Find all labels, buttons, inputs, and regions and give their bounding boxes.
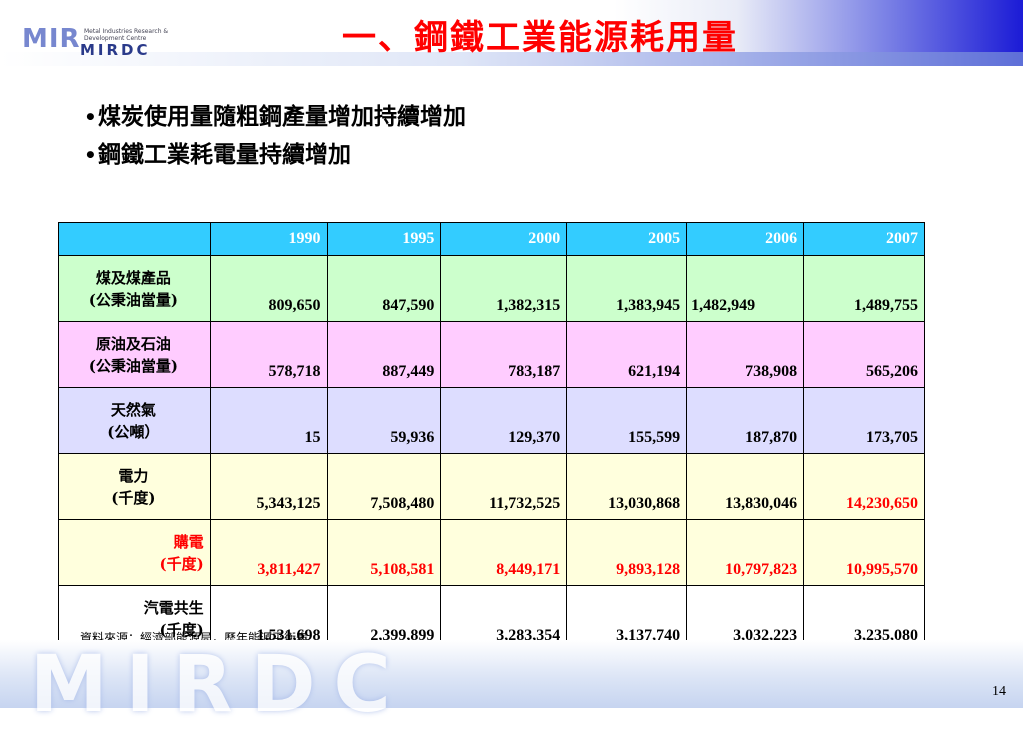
value-cell: 3,811,427: [209, 519, 328, 586]
value-cell: 59,936: [326, 387, 442, 454]
footer-watermark-band: [0, 640, 1023, 708]
row-label-name: 購電: [173, 532, 204, 551]
logo-main-text: MIR: [22, 24, 81, 54]
value-cell: 129,370: [440, 387, 568, 454]
bullet-item: •煤炭使用量隨粗鋼產量增加持續增加: [84, 100, 466, 138]
table-row: 電力 (千度) 5,343,125 7,508,480 11,732,525 13…: [58, 453, 925, 520]
row-label-name: 煤及煤產品: [95, 268, 171, 287]
row-label-unit: (公秉油當量): [88, 356, 178, 375]
row-label-name: 電力: [118, 466, 149, 485]
value-cell: 783,187: [440, 321, 568, 388]
value-cell: 14,230,650: [803, 453, 925, 520]
row-label-unit: (千度): [159, 620, 204, 639]
energy-usage-table: 1990 1995 2000 2005 2006 2007 煤及煤產品 (公秉油當…: [58, 222, 925, 652]
header-corner-cell: [58, 222, 211, 256]
table-row: 天然氣 (公噸） 15 59,936 129,370 155,599 187,87…: [58, 387, 925, 454]
value-cell: 5,108,581: [326, 519, 442, 586]
value-cell: 578,718: [209, 321, 328, 388]
value-cell: 847,590: [326, 255, 442, 322]
value-cell: 621,194: [566, 321, 688, 388]
value-cell: 187,870: [686, 387, 805, 454]
row-label-name: 天然氣: [110, 400, 156, 419]
table-header-row: 1990 1995 2000 2005 2006 2007: [58, 222, 925, 256]
header-stripe: [0, 52, 1023, 66]
value-cell: 13,030,868: [566, 453, 688, 520]
value-cell: 9,893,128: [566, 519, 688, 586]
row-label: 煤及煤產品 (公秉油當量): [58, 255, 211, 322]
table-row: 煤及煤產品 (公秉油當量) 809,650 847,590 1,382,315 1…: [58, 255, 925, 322]
value-cell: 1,382,315: [440, 255, 568, 322]
bullet-item: •鋼鐵工業耗電量持續增加: [84, 138, 466, 176]
year-header: 2000: [440, 222, 568, 256]
value-cell: 15: [209, 387, 328, 454]
bullet-text: 鋼鐵工業耗電量持續增加: [98, 141, 351, 168]
year-header: 2005: [566, 222, 688, 256]
year-header: 2006: [686, 222, 805, 256]
top-gradient-bar: [0, 0, 1023, 52]
bullet-dot-icon: •: [84, 105, 97, 129]
bullet-text: 煤炭使用量隨粗鋼產量增加持續增加: [98, 103, 466, 130]
logo-english-name: Metal Industries Research & Development …: [84, 28, 169, 42]
row-label-unit: (千度): [159, 554, 204, 573]
value-cell: 10,797,823: [686, 519, 805, 586]
row-label-name: 原油及石油: [95, 334, 171, 353]
row-label: 天然氣 (公噸）: [58, 387, 211, 454]
slide-title: 一、鋼鐵工業能源耗用量: [342, 18, 738, 58]
value-cell: 1,489,755: [803, 255, 925, 322]
bullet-dot-icon: •: [84, 143, 97, 167]
row-label-unit: (公秉油當量): [88, 290, 178, 309]
row-label: 購電 (千度): [58, 519, 211, 586]
page-number: 14: [992, 684, 1006, 699]
year-header: 1995: [326, 222, 442, 256]
value-cell: 5,343,125: [209, 453, 328, 520]
row-label-name: 汽電共生: [143, 598, 204, 617]
value-cell: 1,482,949: [686, 255, 805, 322]
year-header: 1990: [209, 222, 328, 256]
value-cell: 738,908: [686, 321, 805, 388]
row-label: 電力 (千度): [58, 453, 211, 520]
mirdc-logo: MIR Metal Industries Research & Developm…: [22, 24, 212, 64]
row-label-unit: (公噸）: [107, 422, 160, 441]
value-cell: 13,830,046: [686, 453, 805, 520]
value-cell: 173,705: [803, 387, 925, 454]
value-cell: 11,732,525: [440, 453, 568, 520]
table-row: 原油及石油 (公秉油當量) 578,718 887,449 783,187 621…: [58, 321, 925, 388]
value-cell: 10,995,570: [803, 519, 925, 586]
table-row: 購電 (千度) 3,811,427 5,108,581 8,449,171 9,8…: [58, 519, 925, 586]
bullet-list: •煤炭使用量隨粗鋼產量增加持續增加 •鋼鐵工業耗電量持續增加: [84, 100, 466, 176]
value-cell: 809,650: [209, 255, 328, 322]
row-label: 原油及石油 (公秉油當量): [58, 321, 211, 388]
table-row: 汽電共生 (千度) 1,531,698 2,399,899 3,283,354 3…: [58, 585, 925, 652]
value-cell: 8,449,171: [440, 519, 568, 586]
row-label-unit: (千度): [111, 488, 156, 507]
value-cell: 155,599: [566, 387, 688, 454]
value-cell: 1,383,945: [566, 255, 688, 322]
value-cell: 887,449: [326, 321, 442, 388]
watermark-logo-text: MIRDC: [30, 640, 409, 730]
value-cell: 7,508,480: [326, 453, 442, 520]
year-header: 2007: [803, 222, 925, 256]
value-cell: 565,206: [803, 321, 925, 388]
logo-sub-text: MIRDC: [80, 41, 151, 59]
